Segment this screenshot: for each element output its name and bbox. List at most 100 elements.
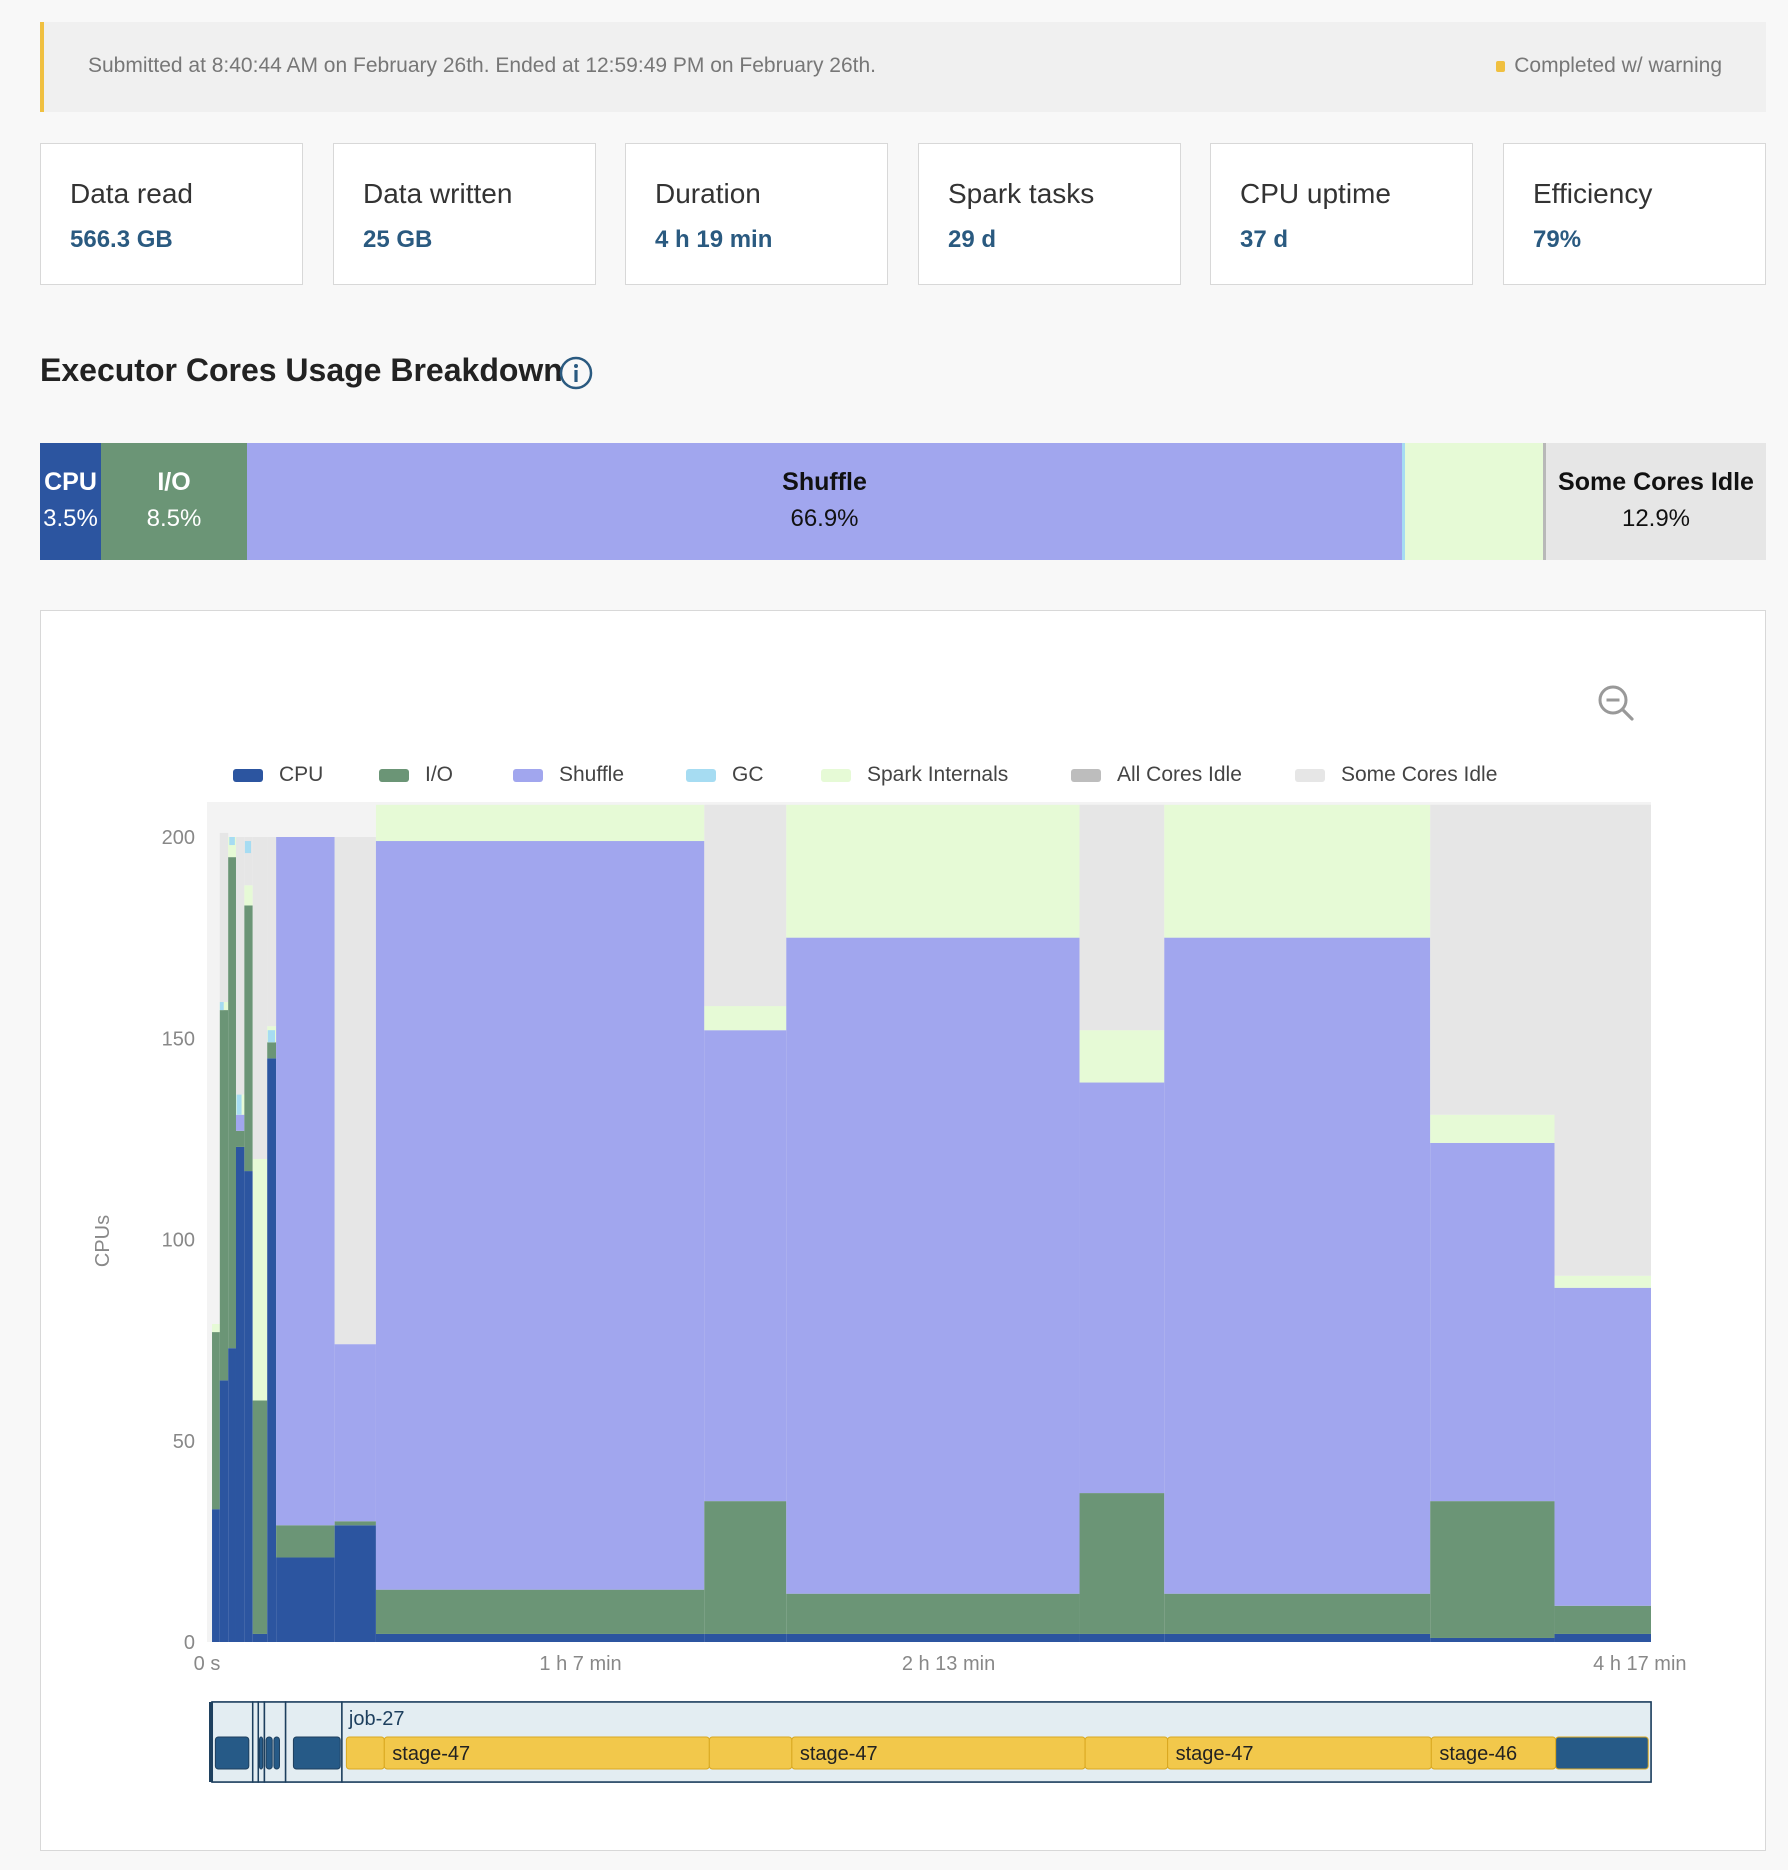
- area-gc: [267, 1030, 276, 1043]
- segment-name: Some Cores Idle: [1558, 468, 1754, 496]
- area-i-o: [252, 1400, 268, 1634]
- metric-label: Spark tasks: [948, 178, 1095, 209]
- legend-item-shuffle[interactable]: Shuffle: [513, 763, 624, 787]
- area-cpu: [334, 1525, 376, 1642]
- area-i-o: [276, 1525, 335, 1558]
- breakdown-segment-spark-internals[interactable]: [1405, 443, 1543, 560]
- area-spark-internals: [252, 1159, 268, 1401]
- area-cpu: [1430, 1637, 1555, 1642]
- area-i-o: [1430, 1501, 1555, 1638]
- metric-value: 566.3 GB: [70, 226, 173, 253]
- stage-box: [265, 1736, 273, 1770]
- area-shuffle: [1079, 1082, 1165, 1494]
- y-tick-label: 50: [173, 1431, 195, 1453]
- area-cpu: [252, 1633, 268, 1642]
- segment-percent: 66.9%: [790, 505, 859, 532]
- metric-value: 79%: [1533, 226, 1582, 253]
- stage-box: [273, 1736, 280, 1770]
- legend-item-io[interactable]: I/O: [379, 763, 453, 787]
- stage-box: [214, 1736, 250, 1770]
- metric-label: Duration: [655, 178, 761, 209]
- x-tick-label: 4 h 17 min: [1593, 1653, 1686, 1675]
- area-i-o: [228, 857, 236, 1349]
- metric-label: Efficiency: [1533, 178, 1653, 209]
- area-spark-internals: [244, 885, 253, 906]
- area-shuffle: [786, 937, 1080, 1594]
- area-some-cores-idle: [1079, 804, 1165, 1031]
- legend-swatch: [233, 768, 263, 782]
- legend-swatch: [513, 768, 543, 782]
- area-shuffle: [1164, 937, 1431, 1594]
- area-shuffle: [235, 1114, 245, 1131]
- segment-name: I/O: [157, 468, 191, 496]
- breakdown-segment-io[interactable]: I/O 8.5%: [101, 443, 247, 560]
- metric-value: 25 GB: [363, 226, 433, 253]
- area-gc: [244, 841, 252, 854]
- stage-box: [1084, 1736, 1169, 1770]
- area-i-o: [1079, 1493, 1165, 1634]
- area-i-o: [267, 1042, 277, 1059]
- metric-card-efficiency: Efficiency 79%: [1503, 143, 1766, 285]
- job-label: job-27: [348, 1708, 405, 1730]
- metric-value: 29 d: [948, 226, 997, 253]
- area-i-o: [235, 1130, 245, 1147]
- area-spark-internals: [1164, 804, 1431, 938]
- area-gc: [236, 1094, 242, 1115]
- legend-item-all-cores-idle[interactable]: All Cores Idle: [1071, 763, 1242, 787]
- metric-label: CPU uptime: [1240, 178, 1391, 209]
- area-i-o: [219, 1010, 229, 1381]
- y-tick-label: 100: [162, 1230, 195, 1252]
- run-summary-banner: Submitted at 8:40:44 AM on February 26th…: [40, 22, 1766, 112]
- run-time-summary: Submitted at 8:40:44 AM on February 26th…: [88, 54, 876, 77]
- area-gc: [219, 1002, 224, 1011]
- legend-swatch: [379, 768, 409, 782]
- area-cpu: [267, 1058, 277, 1642]
- info-icon[interactable]: [558, 355, 594, 391]
- breakdown-segment-shuffle[interactable]: Shuffle 66.9%: [247, 443, 1402, 560]
- segment-percent: 8.5%: [146, 505, 202, 532]
- y-tick-label: 150: [162, 1028, 195, 1050]
- area-cpu: [219, 1380, 229, 1642]
- area-i-o: [375, 1589, 705, 1634]
- area-shuffle: [1430, 1142, 1555, 1502]
- metric-value: 37 d: [1240, 226, 1289, 253]
- area-cpu: [244, 1171, 253, 1642]
- metric-card-cpu-uptime: CPU uptime 37 d: [1210, 143, 1473, 285]
- area-cpu: [1164, 1633, 1431, 1642]
- area-i-o: [212, 1332, 220, 1510]
- area-cpu: [1554, 1633, 1651, 1642]
- breakdown-segment-cpu[interactable]: CPU 3.5%: [40, 443, 101, 560]
- area-i-o: [244, 905, 253, 1172]
- x-tick-label: 2 h 13 min: [902, 1653, 995, 1675]
- metric-card-spark-tasks: Spark tasks 29 d: [918, 143, 1181, 285]
- area-cpu: [704, 1633, 787, 1642]
- area-i-o: [334, 1521, 376, 1526]
- metric-card-duration: Duration 4 h 19 min: [625, 143, 888, 285]
- area-spark-internals: [786, 804, 1080, 938]
- area-some-cores-idle: [235, 837, 245, 1095]
- area-spark-internals: [375, 804, 705, 842]
- area-cpu: [375, 1633, 705, 1642]
- metric-value: 4 h 19 min: [655, 226, 773, 253]
- cores-usage-chart: CPUs 0 50 100 150 200 0 s 1 h 7 min 2 h 13 min 4…: [92, 802, 1687, 1783]
- legend-item-spark-internals[interactable]: Spark Internals: [821, 763, 1008, 787]
- stage-label: stage-46: [1439, 1743, 1517, 1765]
- track-start-marker: [209, 1702, 214, 1782]
- area-shuffle: [1554, 1287, 1651, 1606]
- cores-usage-breakdown-bar: CPU 3.5% I/O 8.5% Shuffle 66.9% Some Cor…: [40, 443, 1766, 560]
- area-cpu: [1079, 1633, 1165, 1642]
- legend-item-gc[interactable]: GC: [686, 763, 764, 787]
- legend-item-cpu[interactable]: CPU: [233, 763, 323, 787]
- legend-swatch: [1295, 768, 1325, 782]
- y-tick-label: 0: [184, 1632, 195, 1654]
- legend-item-some-cores-idle[interactable]: Some Cores Idle: [1295, 763, 1497, 787]
- area-cpu: [212, 1509, 220, 1642]
- status-dot-icon: [1496, 60, 1506, 72]
- area-spark-internals: [1554, 1275, 1651, 1288]
- stage-label: stage-47: [800, 1743, 878, 1765]
- zoom-out-icon[interactable]: [1596, 683, 1636, 723]
- x-tick-label: 1 h 7 min: [539, 1653, 621, 1675]
- area-i-o: [786, 1593, 1080, 1634]
- breakdown-segment-some-cores-idle[interactable]: Some Cores Idle 12.9%: [1543, 443, 1766, 560]
- breakdown-segment-gc[interactable]: [1402, 443, 1405, 560]
